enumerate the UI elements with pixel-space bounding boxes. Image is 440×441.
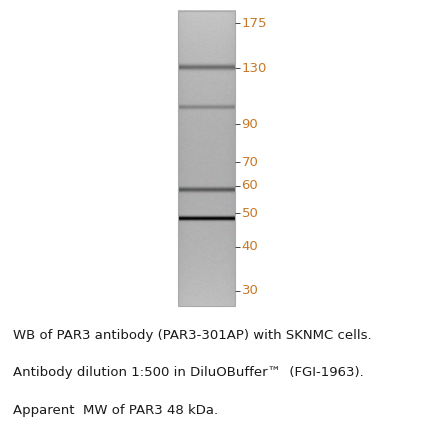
Text: 90: 90 — [242, 118, 258, 131]
Text: 130: 130 — [242, 62, 267, 75]
Text: 40: 40 — [242, 240, 258, 254]
Text: 50: 50 — [242, 207, 258, 220]
Text: Antibody dilution 1:500 in DiluOBuffer™  (FGI-1963).: Antibody dilution 1:500 in DiluOBuffer™ … — [13, 366, 364, 379]
Text: WB of PAR3 antibody (PAR3-301AP) with SKNMC cells.: WB of PAR3 antibody (PAR3-301AP) with SK… — [13, 329, 372, 341]
Bar — [178, 11, 235, 306]
Text: 70: 70 — [242, 156, 258, 169]
Text: Apparent  MW of PAR3 48 kDa.: Apparent MW of PAR3 48 kDa. — [13, 404, 218, 416]
Text: 175: 175 — [242, 17, 267, 30]
Text: 60: 60 — [242, 179, 258, 192]
Text: 30: 30 — [242, 284, 258, 297]
